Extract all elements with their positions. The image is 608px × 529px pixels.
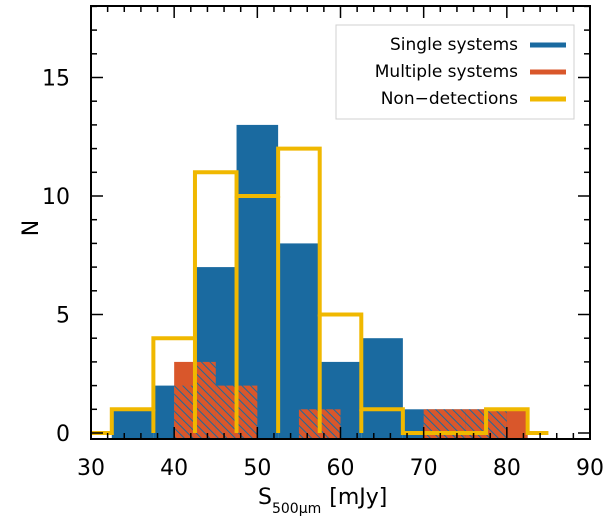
multiple-bar-7	[506, 409, 528, 439]
legend-label-2: Non−detections	[381, 89, 518, 109]
y-tick-label: 0	[56, 422, 70, 447]
y-axis-label: N	[19, 220, 44, 236]
x-tick-label: 70	[410, 456, 438, 481]
single-bar-6	[361, 338, 403, 439]
legend: Single systems Multiple systems Non−detect…	[335, 24, 575, 120]
x-axis-label: S500μm [mJy]	[258, 485, 387, 517]
nondetection-outline	[91, 146, 549, 435]
bars-layer	[91, 124, 549, 439]
y-tick-label: 15	[42, 67, 70, 92]
y-tick-label: 10	[42, 185, 70, 210]
x-tick-label: 80	[493, 456, 521, 481]
y-tick-label: 5	[56, 304, 70, 329]
x-tick-label: 40	[160, 456, 188, 481]
x-tick-label: 50	[243, 456, 271, 481]
legend-label-0: Single systems	[390, 35, 518, 55]
single-bar-0	[111, 409, 154, 439]
x-tick-label: 90	[576, 456, 604, 481]
multiple-bar-2	[194, 361, 216, 439]
x-tick-label: 60	[327, 456, 355, 481]
legend-label-1: Multiple systems	[375, 62, 518, 82]
labels-layer: 30 40 50 60 70 80 90 0 5 10 15 S500μm [mJy] N	[19, 67, 604, 518]
x-tick-label: 30	[77, 456, 105, 481]
axes-layer	[90, 5, 591, 440]
single-bar-4	[278, 243, 320, 439]
